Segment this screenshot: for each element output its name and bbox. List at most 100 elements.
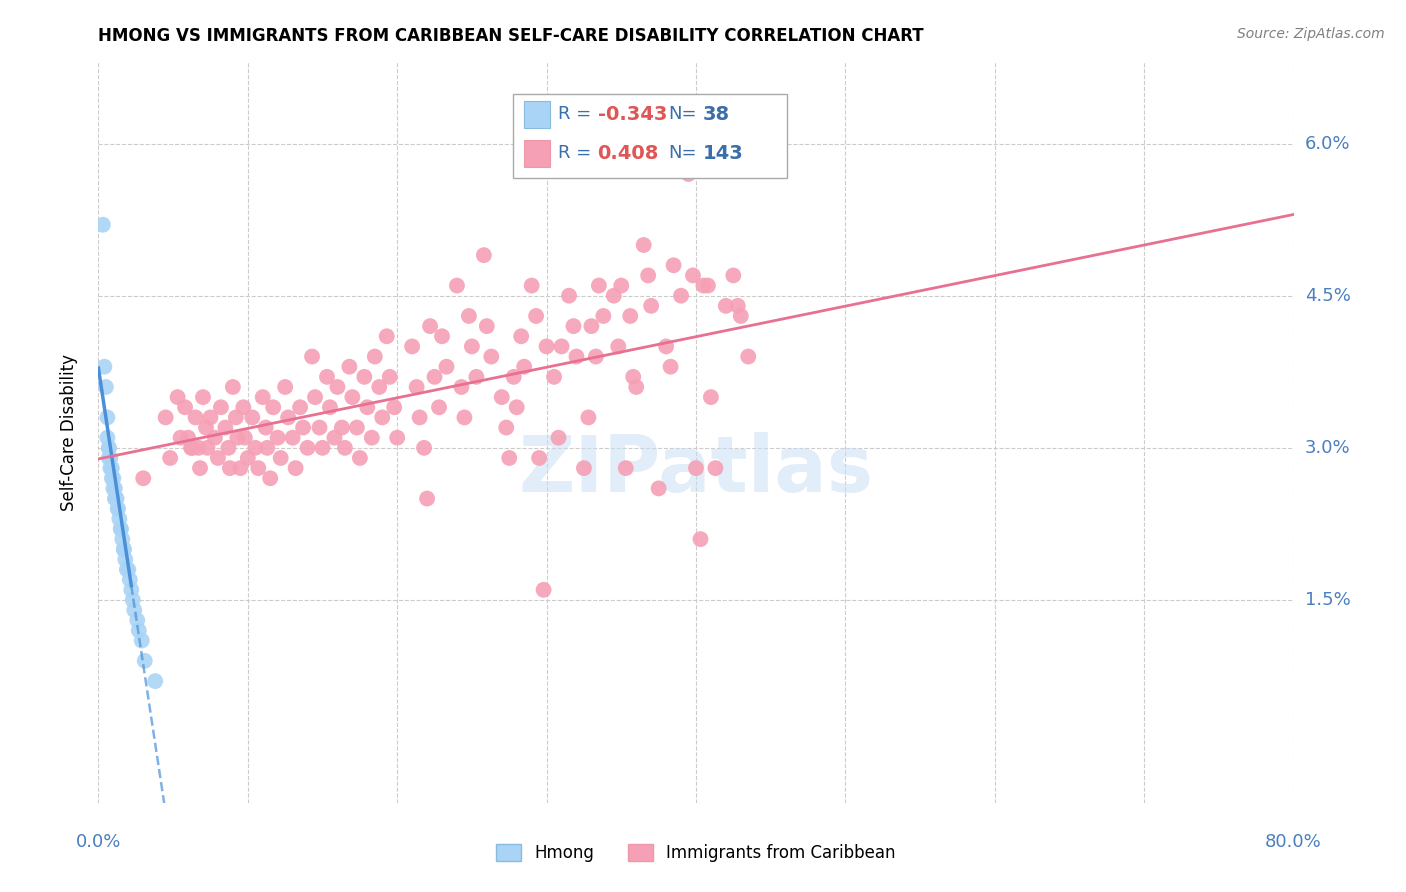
Point <box>461 339 484 353</box>
Point <box>692 278 714 293</box>
Point <box>304 390 326 404</box>
Point <box>292 420 315 434</box>
Point <box>450 380 472 394</box>
Point <box>524 309 547 323</box>
Text: 3.0%: 3.0% <box>1305 439 1350 457</box>
Point <box>112 542 135 557</box>
Point <box>475 319 498 334</box>
Point <box>353 369 375 384</box>
Point <box>288 401 311 415</box>
Point <box>349 450 371 465</box>
Point <box>550 339 572 353</box>
Point <box>375 329 398 343</box>
Point <box>111 532 134 546</box>
Point <box>342 390 364 404</box>
Point <box>678 167 700 181</box>
Point <box>311 441 333 455</box>
Point <box>346 420 368 434</box>
Text: 6.0%: 6.0% <box>1305 135 1350 153</box>
Point <box>121 593 143 607</box>
Point <box>659 359 682 374</box>
Point <box>107 501 129 516</box>
Point <box>191 390 214 404</box>
Point <box>607 339 630 353</box>
Text: 38: 38 <box>703 104 730 124</box>
Point <box>124 603 146 617</box>
Text: 1.5%: 1.5% <box>1305 591 1350 609</box>
Point <box>101 471 124 485</box>
Point <box>219 461 242 475</box>
Point <box>127 613 149 627</box>
Point <box>603 289 626 303</box>
Point <box>108 512 131 526</box>
Point <box>97 441 120 455</box>
Point <box>115 562 138 576</box>
Point <box>619 309 641 323</box>
Y-axis label: Self-Care Disability: Self-Care Disability <box>59 354 77 511</box>
Point <box>633 238 655 252</box>
Point <box>105 491 128 506</box>
Point <box>419 319 441 334</box>
Text: R =: R = <box>558 145 592 162</box>
Point <box>647 482 669 496</box>
Point <box>114 552 136 566</box>
Point <box>112 542 135 557</box>
Point <box>104 482 127 496</box>
Point <box>495 420 517 434</box>
Point <box>274 380 297 394</box>
Point <box>502 369 524 384</box>
Text: 0.0%: 0.0% <box>76 833 121 851</box>
Legend: Hmong, Immigrants from Caribbean: Hmong, Immigrants from Caribbean <box>489 837 903 869</box>
Point <box>143 674 166 689</box>
Point <box>506 401 529 415</box>
Point <box>254 420 277 434</box>
Point <box>256 441 278 455</box>
Point <box>585 350 607 364</box>
Point <box>621 369 644 384</box>
Point <box>697 278 720 293</box>
Point <box>103 482 125 496</box>
Point <box>520 278 543 293</box>
Point <box>284 461 307 475</box>
Point <box>259 471 281 485</box>
Point <box>120 582 142 597</box>
Point <box>204 431 226 445</box>
Point <box>360 431 382 445</box>
Point <box>472 248 495 262</box>
Point <box>232 401 254 415</box>
Point <box>723 268 745 283</box>
Point <box>281 431 304 445</box>
Text: N=: N= <box>668 145 696 162</box>
Point <box>562 319 585 334</box>
Point <box>131 633 153 648</box>
Point <box>184 410 207 425</box>
Point <box>378 369 401 384</box>
Point <box>101 461 124 475</box>
Point <box>262 401 284 415</box>
Text: HMONG VS IMMIGRANTS FROM CARIBBEAN SELF-CARE DISABILITY CORRELATION CHART: HMONG VS IMMIGRANTS FROM CARIBBEAN SELF-… <box>98 27 924 45</box>
Point <box>226 431 249 445</box>
Text: N=: N= <box>668 105 696 123</box>
Point <box>637 268 659 283</box>
Point <box>401 339 423 353</box>
Point <box>588 278 610 293</box>
Point <box>513 359 536 374</box>
Point <box>491 390 513 404</box>
Text: 143: 143 <box>703 144 744 163</box>
Point <box>240 410 263 425</box>
Point <box>110 522 132 536</box>
Point <box>547 431 569 445</box>
Point <box>453 410 475 425</box>
Point <box>578 410 600 425</box>
Point <box>558 289 581 303</box>
Point <box>371 410 394 425</box>
Point <box>155 410 177 425</box>
Text: 0.408: 0.408 <box>598 144 659 163</box>
Point <box>195 420 218 434</box>
Text: R =: R = <box>558 105 592 123</box>
Text: 80.0%: 80.0% <box>1265 833 1322 851</box>
Point <box>364 350 387 364</box>
Point <box>174 401 197 415</box>
Point <box>423 369 446 384</box>
Point <box>385 431 409 445</box>
